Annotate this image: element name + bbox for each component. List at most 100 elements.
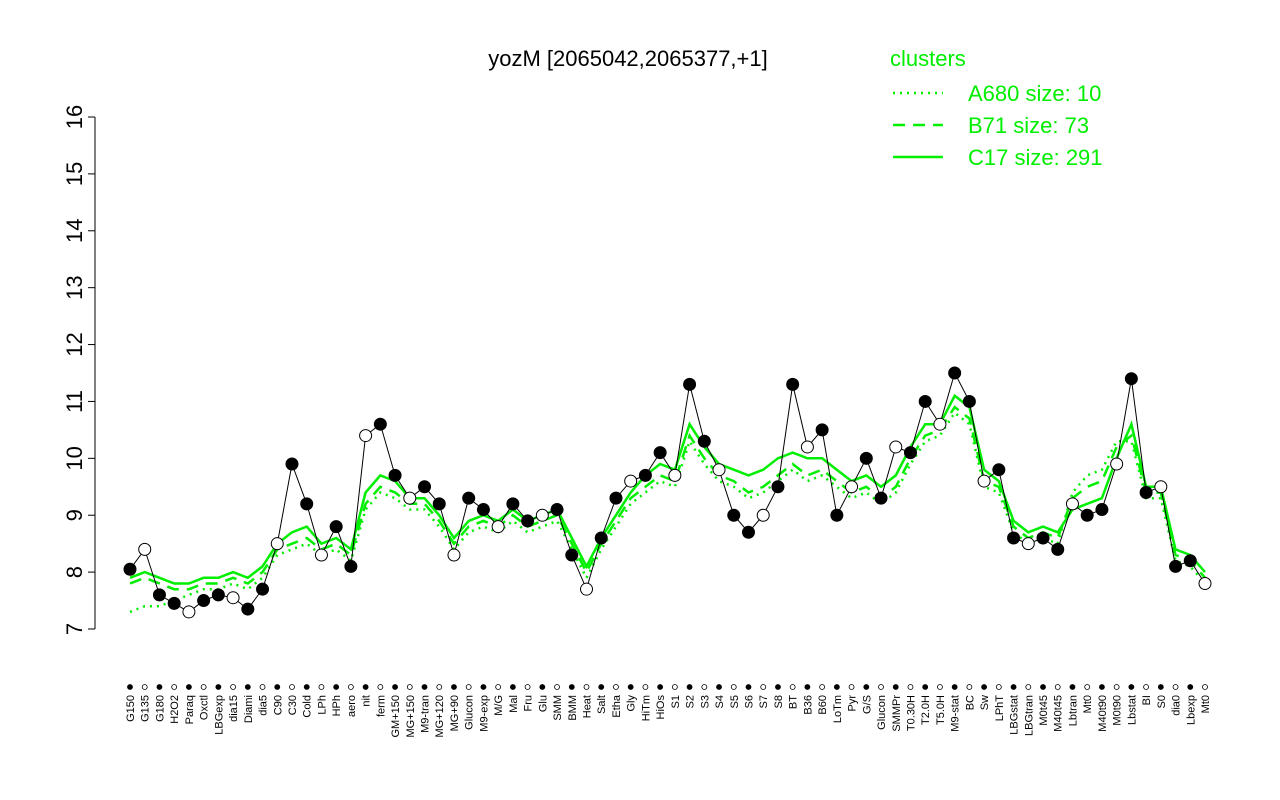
data-point [918,394,932,408]
x-tick-label: Heat [582,695,594,718]
x-tick-dot [156,684,163,690]
x-tick-label: M40t45 [1053,695,1065,732]
x-tick-label: dia0 [1171,695,1183,716]
x-tick-dot [377,684,384,690]
x-tick-label: LPhT [994,695,1006,722]
data-point [506,497,520,511]
x-tick-dot [347,684,354,690]
data-point [373,417,387,431]
data-point [653,446,667,460]
x-tick-dot [554,684,560,690]
data-point [476,503,490,517]
x-tick-label: SMM [552,695,564,721]
data-point [594,531,608,545]
x-tick-label: G150 [125,695,137,722]
data-point [741,525,755,539]
data-point [1154,480,1168,494]
data-point [727,508,741,522]
x-tick-dot [804,684,811,690]
x-tick-dot [406,684,413,690]
x-tick-dot [671,684,678,690]
x-tick-dot [1099,684,1105,690]
data-point [1095,503,1109,517]
x-tick-label: S8 [773,695,785,708]
x-tick-dot [642,684,649,690]
data-point [683,377,697,391]
x-tick-dot [892,684,899,690]
x-tick-label: S7 [758,695,770,708]
x-tick-label: HiTm [640,695,652,721]
data-point [903,446,917,460]
x-tick-dot [775,684,781,690]
x-tick-dot [583,684,590,690]
x-tick-label: BC [964,695,976,710]
x-tick-dot [1202,684,1208,690]
cluster-line [129,410,1206,614]
x-tick-label: LBGstat [1009,695,1021,735]
x-tick-label: S2 [685,695,697,708]
x-tick-dot [1054,684,1061,690]
x-tick-dot [863,684,870,690]
x-tick-dot [1069,684,1076,690]
x-tick-label: Cold [302,695,314,718]
x-tick-dot [200,684,207,690]
x-tick-label: dia5 [258,695,270,716]
x-tick-label: Glucon [464,695,476,730]
data-point [624,474,638,488]
x-tick-label: SMMPr [891,695,903,732]
data-point [182,605,196,619]
x-tick-label: LBGtran [1023,695,1035,736]
x-tick-dot [878,684,884,690]
x-tick-dot [539,684,546,690]
x-tick-label: Etha [611,694,623,718]
x-tick-label: G135 [140,695,152,722]
x-tick-dot [141,684,148,690]
x-tick-dot [760,684,767,690]
x-tick-label: S3 [699,695,711,708]
x-tick-label: M9-exp [478,695,490,732]
x-tick-label: C30 [287,695,299,715]
x-tick-dot [495,684,502,690]
legend-label: A680 size: 10 [968,81,1101,106]
x-tick-dot [215,684,222,690]
x-tick-dot [1025,684,1032,690]
data-point [329,520,343,534]
data-point [962,394,976,408]
data-point [167,596,181,610]
x-tick-dot [1128,684,1135,690]
x-tick-label: S1 [670,695,682,708]
x-tick-label: HPh [331,695,343,716]
x-tick-label: Pyr [847,695,859,712]
x-tick-label: ferm [375,695,387,717]
x-tick-label: MG+120 [434,695,446,738]
y-tick-label: 16 [62,105,87,129]
x-tick-dot [1084,684,1091,690]
data-point [609,491,623,505]
data-point [830,508,844,522]
x-tick-dot [230,684,236,690]
x-tick-dot [848,684,855,690]
x-tick-dot [819,684,826,690]
data-point [314,548,328,562]
x-tick-dot [480,684,487,690]
y-tick-label: 13 [62,275,87,299]
x-tick-dot [686,684,693,690]
x-tick-label: HiOs [655,695,667,720]
data-point [359,429,373,443]
x-tick-dot [922,684,929,690]
x-tick-dot [701,684,708,690]
data-point [535,508,549,522]
data-point [256,582,270,596]
data-point [992,463,1006,477]
y-tick-label: 15 [62,162,87,186]
x-tick-label: G180 [154,695,166,722]
data-point [211,588,225,602]
data-point [580,582,594,596]
x-tick-label: Lbstat [1126,695,1138,725]
x-tick-dot [716,684,722,690]
data-point [1183,554,1197,568]
x-tick-dot [1172,684,1179,690]
x-tick-dot [289,684,295,690]
x-tick-dot [995,684,1002,690]
